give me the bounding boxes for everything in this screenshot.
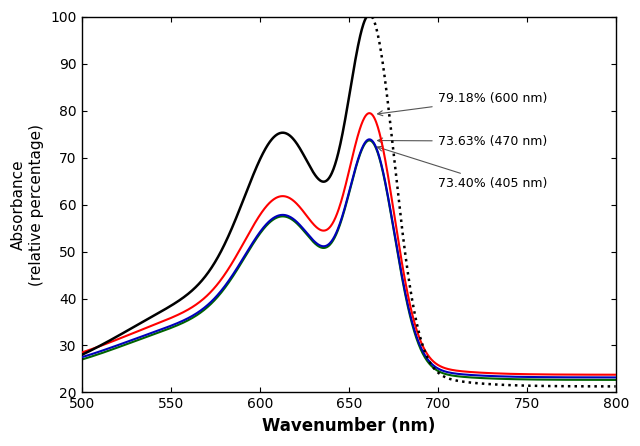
X-axis label: Wavenumber (nm): Wavenumber (nm)	[262, 417, 435, 435]
Text: 79.18% (600 nm): 79.18% (600 nm)	[378, 92, 547, 116]
Y-axis label: Absorbance
(relative percentage): Absorbance (relative percentage)	[11, 124, 44, 285]
Text: 73.40% (405 nm): 73.40% (405 nm)	[378, 146, 547, 190]
Text: 73.63% (470 nm): 73.63% (470 nm)	[378, 135, 547, 148]
